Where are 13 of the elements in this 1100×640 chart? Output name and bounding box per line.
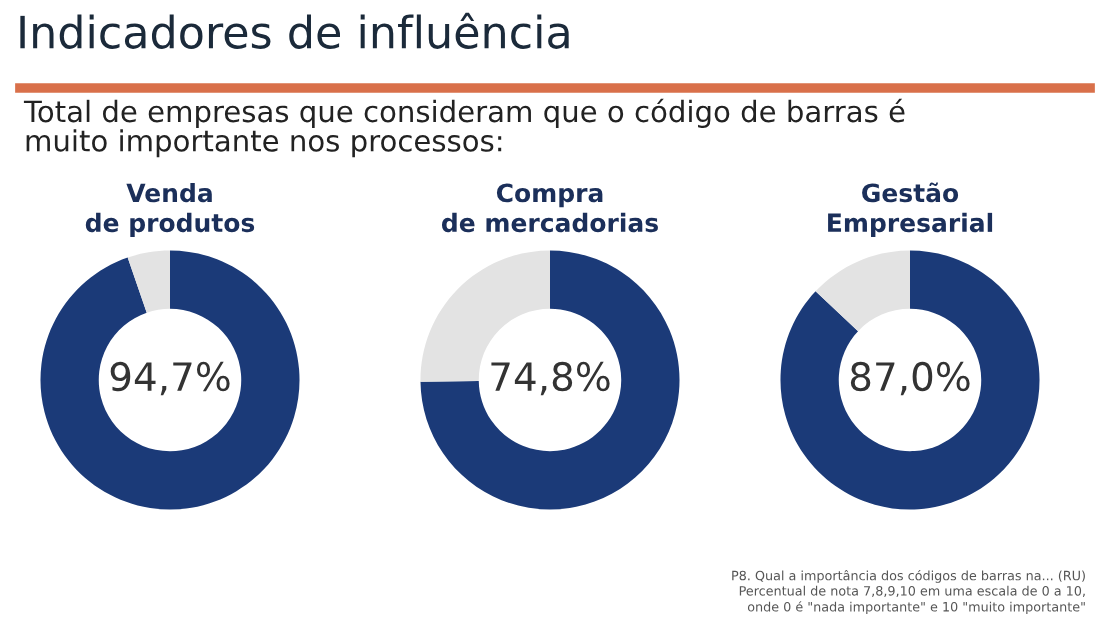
donut-slice: [815, 250, 910, 332]
data-label: 74,8%: [491, 361, 610, 396]
donut-slice: [127, 250, 170, 313]
donut-slice: [40, 250, 300, 510]
data-label: 94,7%: [110, 361, 230, 396]
donut-slice: [420, 250, 680, 510]
text: Total de empresas que consideram que o código de barras é muito importante nos processos:: [23, 98, 905, 158]
data-label: 87,0%: [850, 361, 970, 396]
text: Indicadores de influência: [20, 12, 569, 49]
chart-title: Venda de produtos: [85, 182, 255, 238]
donut-slice: [780, 250, 1040, 510]
chart-title: Gestão Empresarial: [828, 182, 993, 238]
chart-title: Compra de mercadorias: [441, 183, 658, 233]
